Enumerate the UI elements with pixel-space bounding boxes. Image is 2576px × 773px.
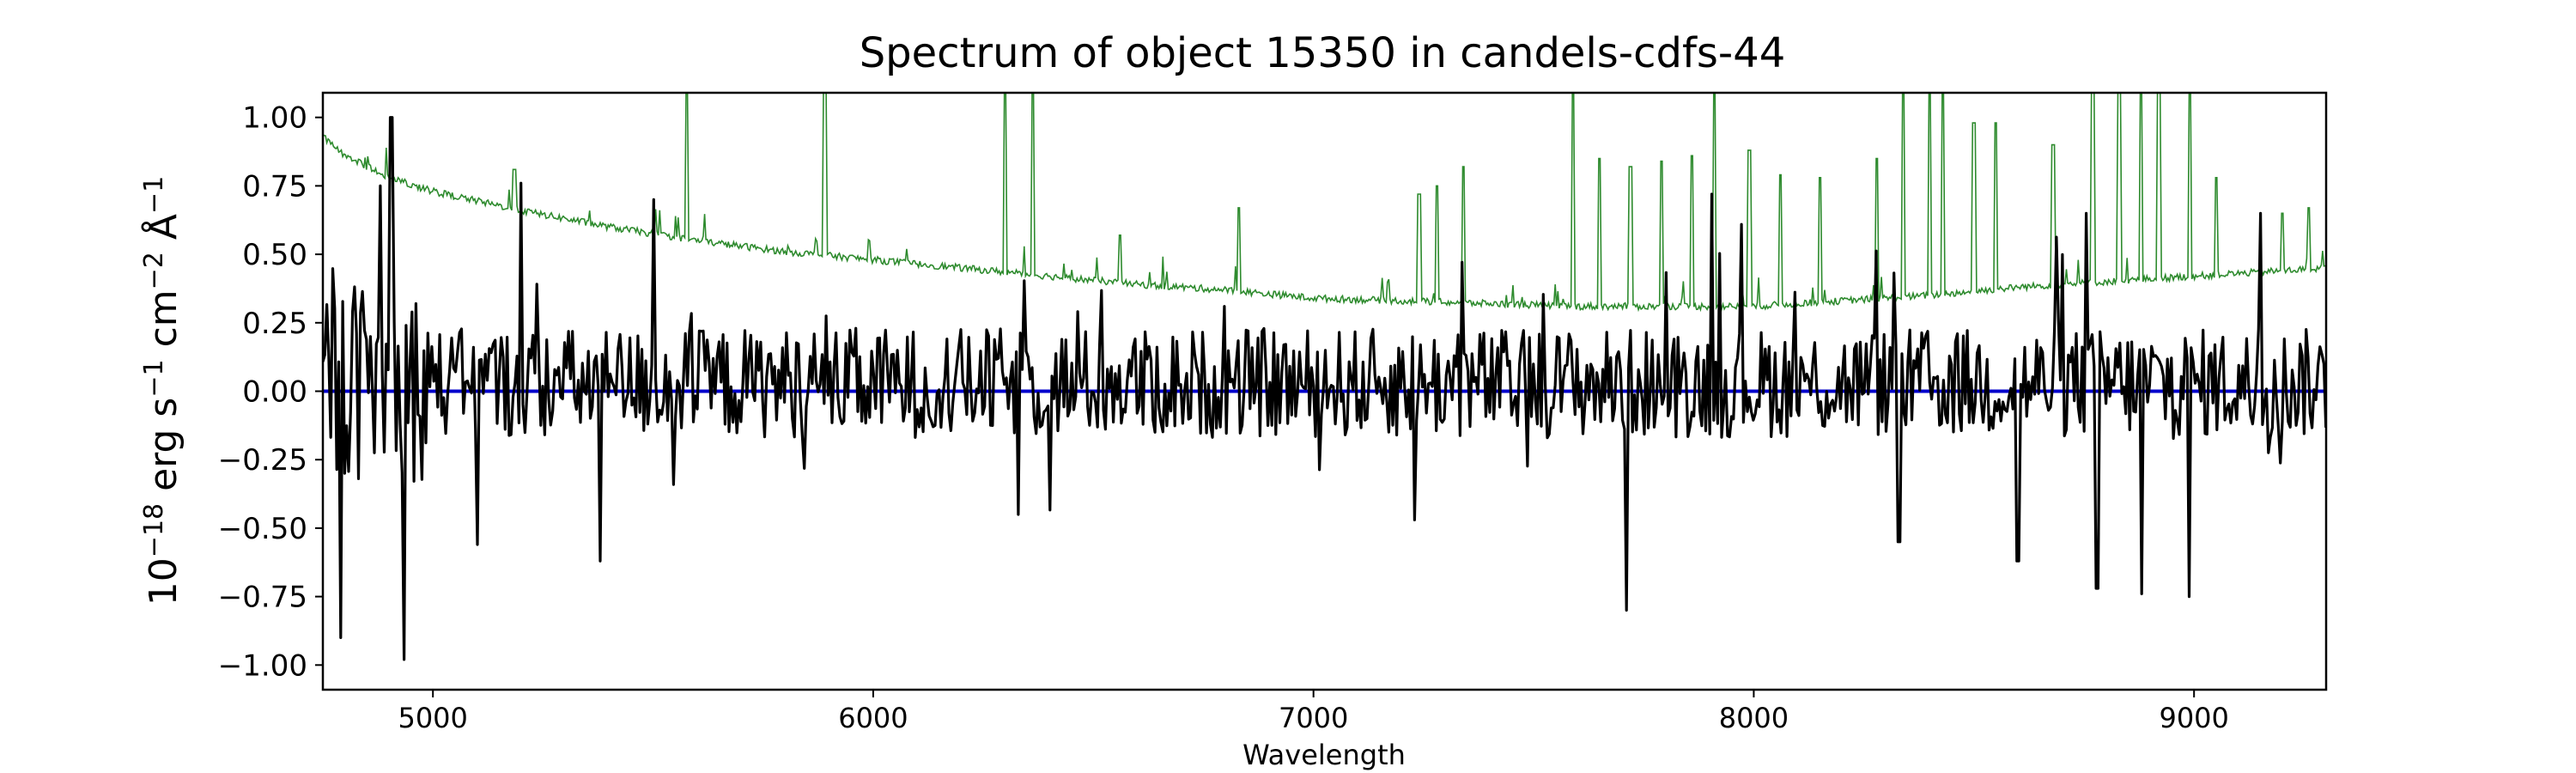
y-label-exp3: −1 xyxy=(139,176,169,214)
y-tick-label: −0.75 xyxy=(218,581,307,615)
y-label-exp2: −2 xyxy=(139,252,169,289)
y-tick-label: −1.00 xyxy=(218,648,307,683)
plot-area xyxy=(323,93,2326,661)
y-tick-label: 0.25 xyxy=(242,307,307,341)
y-label-exp: −18 xyxy=(139,503,169,557)
y-tick-label: 0.00 xyxy=(242,375,307,410)
x-axis: 5000 6000 7000 8000 9000 xyxy=(398,690,2229,734)
x-tick-label: 6000 xyxy=(838,702,908,734)
y-label-unit1: erg s xyxy=(142,398,185,503)
x-axis-label: Wavelength xyxy=(1242,739,1406,771)
series-layer xyxy=(323,93,2326,661)
x-tick-label: 9000 xyxy=(2159,702,2228,734)
y-tick-label: 1.00 xyxy=(242,101,307,136)
y-tick-label: −0.50 xyxy=(218,512,307,546)
x-tick-label: 8000 xyxy=(1719,702,1789,734)
chart-title: Spectrum of object 15350 in candels-cdfs… xyxy=(860,29,1786,77)
y-label-unit3: Å xyxy=(140,214,185,252)
y-tick-label: −0.25 xyxy=(218,443,307,478)
y-label-exp1: −1 xyxy=(139,359,169,397)
y-axis: 1.00 0.75 0.50 0.25 0.00 −0.25 −0.50 −0.75 −1.00 xyxy=(218,101,323,683)
y-tick-label: 0.50 xyxy=(242,238,307,272)
y-axis-label: 10−18 erg s−1 cm−2 Å−1 xyxy=(139,176,185,606)
flux-spectrum-line xyxy=(323,116,2326,661)
x-tick-label: 7000 xyxy=(1279,702,1348,734)
y-tick-label: 0.75 xyxy=(242,169,307,204)
y-label-base: 10 xyxy=(142,557,185,606)
y-label-unit2: cm xyxy=(142,289,185,359)
x-tick-label: 5000 xyxy=(398,702,467,734)
error-spectrum-line xyxy=(323,93,2326,313)
